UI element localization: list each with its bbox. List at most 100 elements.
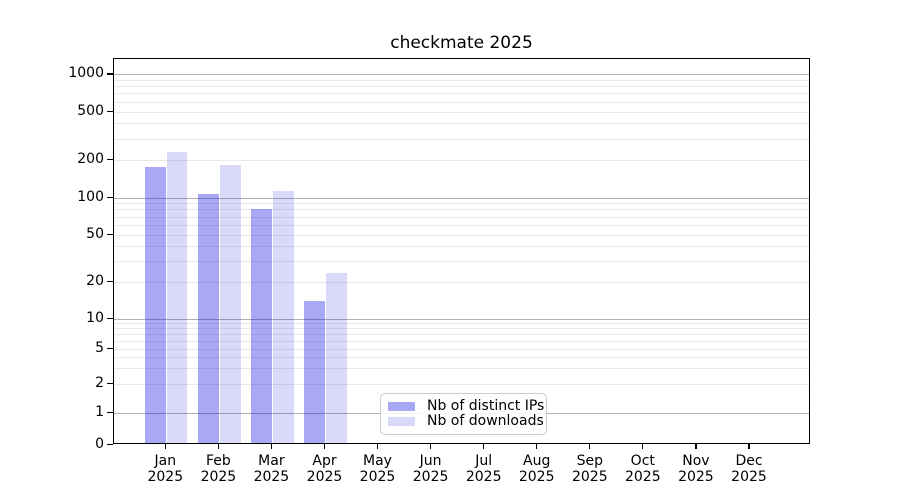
y-tick-mark <box>107 317 113 319</box>
grid-line-major <box>114 74 809 76</box>
grid-line-minor <box>114 261 809 262</box>
grid-line-minor <box>114 138 809 140</box>
x-tick-year: 2025 <box>624 469 661 485</box>
grid-line-minor <box>114 123 809 125</box>
y-tick-mark <box>107 347 113 349</box>
x-tick-label-nov: Nov 2025 <box>678 453 714 485</box>
bar-downloads-apr <box>326 272 347 443</box>
x-tick-label-sep: Sep 2025 <box>572 453 608 485</box>
grid-line-minor <box>114 246 809 248</box>
y-tick-mark <box>107 281 113 283</box>
y-tick-label: 1 <box>95 403 104 420</box>
grid-line-minor <box>114 340 809 342</box>
grid-line-minor <box>114 80 809 81</box>
legend-swatch <box>388 402 415 411</box>
x-tick-label-aug: Aug 2025 <box>519 453 555 485</box>
x-tick-month: Sep <box>576 453 603 469</box>
x-tick-year: 2025 <box>359 469 396 485</box>
x-tick-year: 2025 <box>200 469 237 485</box>
bar-downloads-feb <box>220 165 241 443</box>
legend-swatch <box>388 417 415 426</box>
x-tick-month: Jul <box>475 453 493 469</box>
x-tick-mark <box>430 444 432 449</box>
x-tick-mark <box>376 444 379 449</box>
y-tick-label: 0 <box>95 436 104 452</box>
plot-area: Nb of distinct IPs Nb of downloads <box>113 58 810 444</box>
x-tick-mark <box>536 444 538 449</box>
x-tick-label-mar: Mar 2025 <box>254 453 290 485</box>
bar-ips-mar <box>251 209 272 443</box>
x-tick-month: Mar <box>258 453 285 469</box>
x-tick-month: Nov <box>682 453 710 469</box>
legend-item: Nb of distinct IPs <box>388 399 544 414</box>
x-tick-month: Oct <box>630 453 655 469</box>
y-tick-mark <box>107 444 113 446</box>
x-tick-label-feb: Feb 2025 <box>201 453 237 485</box>
x-tick-mark <box>642 444 644 449</box>
x-tick-month: Apr <box>312 453 337 469</box>
grid-line-minor <box>114 357 809 359</box>
y-tick-label: 100 <box>77 188 104 205</box>
x-tick-year: 2025 <box>678 469 714 485</box>
x-tick-mark <box>270 444 273 449</box>
grid-line-minor <box>114 216 809 218</box>
grid-line-major <box>114 318 809 320</box>
x-tick-year: 2025 <box>731 469 767 485</box>
grid-line-minor <box>114 334 809 335</box>
bar-ips-apr <box>304 300 325 443</box>
y-tick-label: 2 <box>95 375 104 391</box>
grid-line-minor <box>114 111 809 113</box>
x-tick-label-may: May 2025 <box>360 453 396 485</box>
grid-line-minor <box>114 282 809 283</box>
y-tick-label: 50 <box>86 225 104 242</box>
bar-ips-feb <box>198 193 219 443</box>
x-tick-mark <box>695 444 697 449</box>
x-tick-month: Jan <box>154 453 177 469</box>
x-tick-mark <box>748 444 750 449</box>
x-tick-month: Aug <box>523 453 551 469</box>
x-tick-mark <box>483 444 485 449</box>
grid-line-minor <box>114 224 809 226</box>
y-tick-label: 1000 <box>68 65 104 82</box>
legend-item: Nb of downloads <box>388 414 544 429</box>
y-tick-mark <box>107 196 113 198</box>
x-tick-month: Jun <box>419 453 442 469</box>
bar-downloads-jan <box>166 151 188 443</box>
y-tick-mark <box>107 383 113 385</box>
y-tick-label: 20 <box>86 273 104 289</box>
grid-line-minor <box>114 93 809 95</box>
y-tick-mark <box>107 110 113 112</box>
y-tick-mark <box>107 73 113 75</box>
y-tick-label: 200 <box>77 151 104 167</box>
grid-line-minor <box>114 101 809 103</box>
x-tick-label-oct: Oct 2025 <box>625 453 661 485</box>
x-tick-mark <box>164 444 166 449</box>
grid-line-minor <box>114 328 809 330</box>
bar-downloads-mar <box>273 191 294 443</box>
grid-line-minor <box>114 323 809 325</box>
grid-line-minor <box>114 203 809 205</box>
x-tick-year: 2025 <box>253 469 290 485</box>
grid-line-minor <box>114 234 809 236</box>
x-tick-label-jan: Jan 2025 <box>147 453 183 485</box>
y-tick-mark <box>107 411 113 413</box>
x-tick-year: 2025 <box>306 469 343 485</box>
x-tick-year: 2025 <box>571 469 608 485</box>
bar-ips-jan <box>145 166 166 443</box>
x-tick-year: 2025 <box>147 469 184 485</box>
x-tick-year: 2025 <box>518 469 555 485</box>
x-tick-mark <box>217 444 220 449</box>
legend-label: Nb of downloads <box>427 413 544 429</box>
x-tick-label-apr: Apr 2025 <box>307 453 343 485</box>
x-tick-mark <box>323 444 326 449</box>
x-tick-mark <box>589 444 591 449</box>
y-tick-mark <box>107 233 113 235</box>
grid-line-major <box>114 197 809 199</box>
y-tick-label: 5 <box>95 339 104 356</box>
x-tick-year: 2025 <box>412 469 449 485</box>
y-tick-label: 500 <box>77 102 104 119</box>
x-tick-year: 2025 <box>465 469 502 485</box>
x-tick-month: May <box>363 453 392 469</box>
x-tick-label-dec: Dec 2025 <box>731 453 767 485</box>
